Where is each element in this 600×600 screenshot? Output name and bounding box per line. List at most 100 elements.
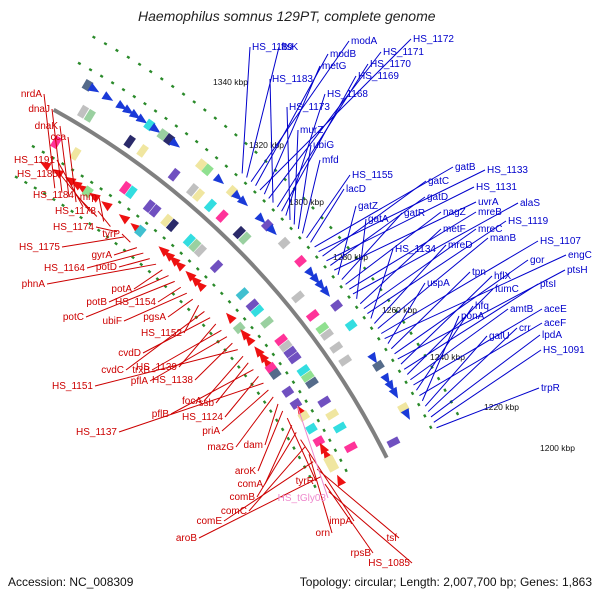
tick-mark	[264, 343, 269, 348]
tick-mark	[322, 428, 326, 433]
gene-block	[232, 321, 246, 335]
gene-block	[81, 79, 94, 92]
label-connector	[108, 275, 169, 303]
tick-mark	[80, 174, 85, 178]
reverse-gene-arrow	[169, 255, 181, 267]
reverse-gene-label: cvdC	[101, 365, 124, 376]
label-connector	[349, 211, 477, 290]
tick-mark	[214, 155, 219, 160]
forward-gene-label: nagZ	[443, 207, 466, 218]
label-connector	[381, 240, 539, 334]
reverse-gene-label: aroK	[235, 466, 256, 477]
gene-block	[191, 188, 206, 202]
forward-gene-arrow	[101, 91, 114, 101]
tick-mark	[61, 203, 65, 208]
gene-block	[325, 408, 340, 421]
reverse-gene-arrow	[263, 357, 274, 370]
reverse-gene-label: HS_1124	[182, 412, 223, 423]
reverse-gene-arrow	[39, 161, 52, 172]
gene-block	[274, 333, 288, 347]
reverse-gene-label: comC	[221, 506, 247, 517]
reverse-gene-arrow	[195, 281, 207, 293]
tick-mark	[285, 370, 289, 375]
tick-mark	[347, 295, 351, 299]
gene-labels-layer: HS_1189ftsKmodAmodBHS_1172metGHS_1171HS_…	[14, 34, 592, 569]
label-connector	[345, 211, 442, 285]
forward-gene-label: HS_1155	[352, 170, 393, 181]
tick-mark	[306, 245, 311, 250]
tick-mark	[143, 101, 147, 106]
tick-mark	[51, 156, 56, 160]
reverse-gene-label: ubiF	[103, 316, 122, 327]
reverse-gene-label: gyrA	[91, 250, 112, 261]
forward-gene-label: lpdA	[542, 330, 562, 341]
reverse-gene-arrow	[101, 201, 113, 212]
gene-block	[182, 233, 196, 248]
tick-mark	[292, 446, 296, 450]
tick-mark	[23, 180, 28, 185]
kbp-label: 1320 kbp	[249, 140, 284, 150]
label-connector	[356, 218, 367, 299]
forward-gene-label: ptsH	[567, 265, 588, 276]
tick-mark	[257, 334, 262, 339]
reverse-gene-label: dnaJ	[28, 104, 50, 115]
gene-block	[372, 359, 385, 372]
label-connector	[367, 220, 507, 314]
label-connector	[257, 410, 284, 472]
forward-gene-label: galU	[489, 331, 510, 342]
gene-block	[317, 395, 332, 408]
tick-mark	[323, 264, 327, 269]
forward-gene-arrow	[168, 137, 181, 148]
tick-mark	[339, 458, 343, 463]
gene-block	[278, 339, 293, 353]
forward-gene-label: modB	[330, 49, 356, 60]
tick-mark	[164, 116, 168, 121]
tick-mark	[280, 217, 285, 222]
reverse-gene-label: nrdA	[21, 89, 42, 100]
tick-mark	[42, 191, 47, 196]
reverse-gene-label: tsf	[386, 533, 397, 544]
tick-mark	[135, 214, 140, 219]
gene-block	[136, 143, 149, 158]
forward-gene-label: HS_1133	[487, 165, 528, 176]
gene-block	[201, 163, 214, 177]
label-connector	[264, 425, 293, 485]
tick-mark	[262, 400, 267, 405]
label-connector	[390, 271, 471, 350]
gene-block	[297, 410, 311, 423]
label-connector	[235, 396, 274, 448]
tick-mark	[337, 235, 342, 240]
label-connector	[59, 125, 70, 198]
tick-mark	[224, 164, 229, 169]
tick-mark	[416, 402, 421, 407]
gene-block	[291, 290, 305, 304]
reverse-gene-arrow	[130, 223, 142, 234]
tick-mark	[41, 150, 46, 154]
forward-gene-label: aceE	[544, 304, 567, 315]
gene-block	[386, 436, 401, 449]
tick-mark	[314, 255, 319, 260]
tick-mark	[256, 391, 261, 396]
tick-mark	[268, 409, 273, 414]
tick-mark	[88, 67, 93, 72]
tick-mark	[328, 225, 333, 230]
tick-mark	[139, 262, 144, 267]
reverse-gene-label: rpsB	[350, 548, 371, 559]
label-connector	[300, 439, 355, 522]
reverse-gene-label: mazG	[207, 442, 234, 453]
reverse-gene-label: HS_1164	[44, 263, 85, 274]
label-connector	[359, 228, 442, 305]
forward-gene-label: HS_1173	[289, 102, 330, 113]
tick-mark	[110, 81, 115, 85]
gene-block	[320, 328, 334, 341]
label-connector	[56, 159, 84, 208]
forward-gene-label: gatZ	[358, 201, 378, 212]
label-connector	[157, 286, 182, 303]
tick-mark	[376, 336, 381, 341]
genome-summary-text: Topology: circular; Length: 2,007,700 bp…	[299, 575, 592, 589]
forward-gene-label: HS_1134	[395, 244, 436, 255]
tick-mark	[184, 131, 189, 136]
forward-gene-label: manB	[490, 233, 516, 244]
label-connector	[377, 237, 489, 329]
tick-mark	[14, 175, 19, 179]
